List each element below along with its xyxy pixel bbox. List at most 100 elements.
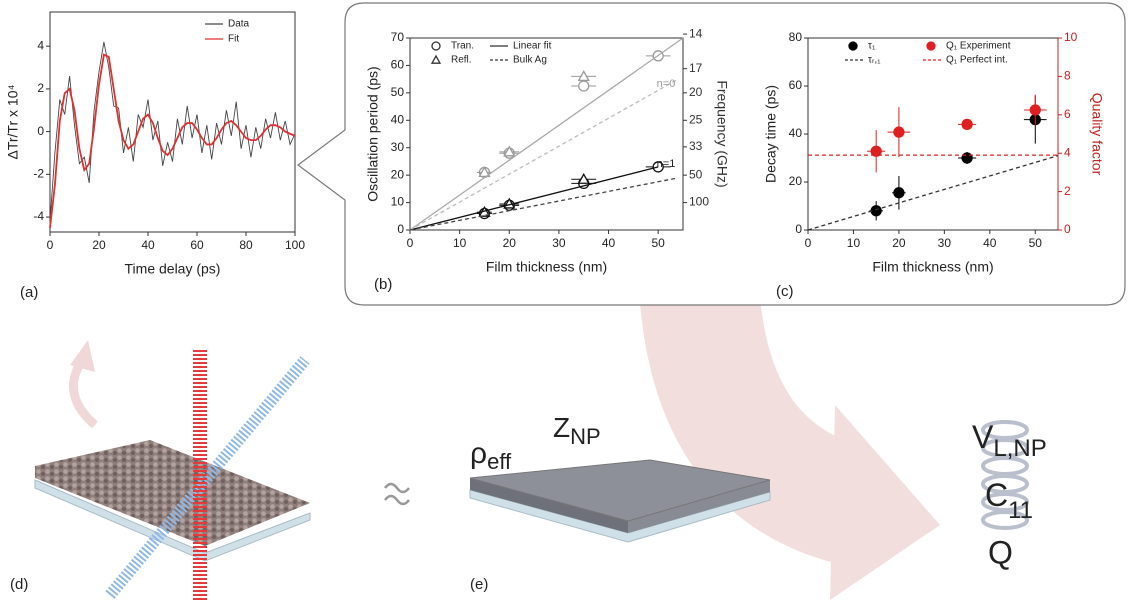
symbol-base: C	[985, 477, 1008, 513]
fit-line	[807, 154, 1059, 231]
panel-label: (a)	[20, 284, 38, 301]
x-tick-label: 40	[602, 236, 616, 250]
x-tick-label: 50	[1029, 236, 1043, 250]
y-axis-label: Decay time (ps)	[763, 85, 779, 183]
symbol-base: ρ	[470, 437, 487, 470]
nanoparticle-film	[35, 440, 310, 546]
symbol-sub: NP	[570, 424, 601, 449]
fit-line	[409, 37, 684, 231]
x-tick-label: 20	[92, 238, 106, 252]
y-tick-label: 20	[391, 167, 405, 181]
slab-side	[470, 478, 628, 533]
legend-marker	[431, 41, 441, 51]
y2-tick-label: 20	[689, 85, 703, 99]
y2-tick-label: 2	[1064, 184, 1071, 198]
y-tick-label: 80	[789, 30, 803, 44]
x-tick-label: 50	[652, 236, 666, 250]
y-tick-label: 60	[789, 78, 803, 92]
y2-axis-label: Quality factor	[1089, 93, 1105, 176]
effective-slab	[469, 459, 771, 522]
symbol-base: V	[972, 419, 994, 455]
panel-label: (e)	[470, 576, 488, 593]
x-tick-label: 10	[453, 236, 467, 250]
panel-label: (c)	[776, 283, 794, 300]
symbol-sub: 11	[1008, 497, 1033, 524]
process-arrow	[640, 293, 867, 564]
y2-tick-label: 50	[689, 167, 703, 181]
annotation: n=0	[657, 78, 676, 90]
output-symbol: VL,NP	[972, 419, 1047, 462]
y2-tick-label: 6	[1064, 107, 1071, 121]
plot-frame	[49, 11, 296, 233]
legend-marker	[430, 54, 442, 64]
data-point	[893, 126, 905, 138]
panel-label: (b)	[374, 276, 392, 293]
legend-label: Linear fit	[513, 41, 552, 52]
y-tick-label: 60	[391, 58, 405, 72]
y-tick-label: 2	[37, 81, 44, 95]
legend-label: τ₁	[868, 41, 876, 52]
x-tick-label: 0	[805, 236, 812, 250]
y-tick-label: 10	[391, 195, 405, 209]
output-symbol: Q	[988, 534, 1013, 570]
legend-label: Q₁ Experiment	[946, 41, 1011, 52]
small-arrow-head	[70, 340, 95, 372]
data-point	[893, 187, 905, 199]
y2-tick-label: 8	[1064, 69, 1071, 83]
x-tick-label: 30	[552, 236, 566, 250]
y-tick-label: 0	[795, 222, 802, 236]
y-tick-label: 0	[397, 222, 404, 236]
fit-line	[409, 78, 679, 231]
data-point	[577, 172, 590, 184]
fit-line	[409, 166, 659, 231]
data-point	[870, 205, 882, 217]
x-tick-label: 80	[239, 238, 253, 252]
y-tick-label: -2	[33, 167, 44, 181]
x-tick-label: 40	[141, 238, 155, 252]
y2-tick-label: 33	[689, 139, 703, 153]
y2-tick-label: 17	[689, 61, 703, 75]
y2-tick-label: 4	[1064, 145, 1071, 159]
symbol-sub: eff	[487, 449, 512, 474]
legend-label: Fit	[228, 34, 239, 45]
x-tick-label: 0	[47, 238, 54, 252]
y-axis-label: ΔTr/Tr x 10⁴	[5, 85, 21, 160]
y2-axis-label: Frequency (GHz)	[714, 80, 730, 187]
x-tick-label: 0	[407, 236, 414, 250]
output-symbol: C11	[985, 477, 1033, 524]
y-tick-label: 0	[37, 124, 44, 138]
substrate	[34, 479, 311, 562]
symbol: ZNP	[553, 412, 601, 448]
slab-side	[628, 480, 770, 533]
data-point	[478, 166, 491, 178]
x-tick-label: 20	[892, 236, 906, 250]
symbol-sub: L,NP	[993, 435, 1046, 462]
legend-label: Q₁ Perfect int.	[946, 55, 1008, 66]
legend-label: Bulk Ag	[513, 55, 547, 66]
y-tick-label: 70	[391, 30, 405, 44]
x-axis-label: Film thickness (nm)	[486, 259, 607, 275]
legend-label: τᵣ,₁	[868, 55, 881, 66]
y2-tick-label: 100	[689, 195, 709, 209]
y2-tick-label: 14	[689, 26, 703, 40]
data-line	[49, 41, 296, 222]
x-tick-label: 20	[503, 236, 517, 250]
y2-tick-label: 25	[689, 112, 703, 126]
y-tick-label: 4	[37, 38, 44, 52]
x-tick-label: 60	[190, 238, 204, 252]
x-tick-label: 40	[983, 236, 997, 250]
y-tick-label: -4	[33, 209, 44, 223]
data-point	[578, 80, 590, 92]
x-axis-label: Time delay (ps)	[125, 261, 221, 277]
y-tick-label: 40	[789, 126, 803, 140]
legend-label: Tran.	[451, 41, 474, 52]
legend-marker	[848, 41, 858, 51]
legend-label: Refl.	[451, 55, 472, 66]
panel-label: (d)	[10, 576, 28, 593]
data-point	[961, 118, 973, 131]
x-axis-label: Film thickness (nm)	[872, 259, 993, 275]
symbol: ρeff	[470, 437, 512, 474]
probe-beam	[105, 356, 310, 599]
